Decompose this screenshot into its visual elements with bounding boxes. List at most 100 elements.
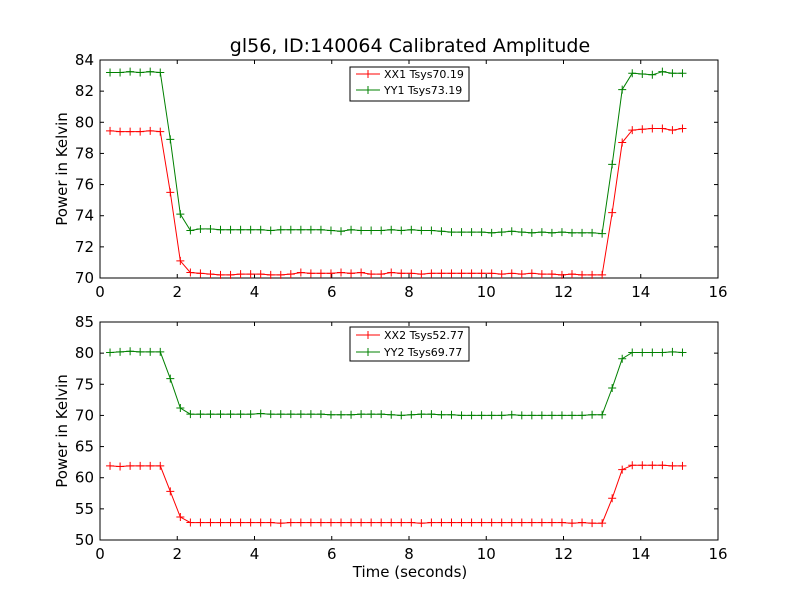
top-point-xx1-39	[497, 270, 506, 279]
top-point-yy1-40	[507, 227, 516, 236]
bot-x-tick-label-10: 10	[477, 545, 496, 563]
top-point-xx1-17	[276, 270, 285, 279]
top-point-xx1-46	[567, 270, 576, 279]
bot-y-tick-label-65: 65	[75, 438, 94, 456]
top-y-tick-label-72: 72	[75, 238, 94, 256]
bot-point-xx2-20	[306, 518, 315, 527]
bot-y-tick-label-50: 50	[75, 531, 94, 549]
top-point-yy1-35	[457, 228, 466, 237]
bot-point-yy2-25	[357, 410, 366, 419]
top-point-xx1-6	[166, 188, 175, 197]
top-point-xx1-32	[427, 269, 436, 278]
top-axis-ticks: 0 2 4 6 8 10 12 14 16 70 72 74 76 78 80 82 84	[75, 51, 728, 301]
top-point-yy1-49	[598, 229, 607, 238]
bot-point-xx2-55	[658, 461, 667, 470]
top-point-yy1-4	[146, 67, 155, 76]
top-point-xx1-13	[236, 270, 245, 279]
bot-point-xx2-28	[387, 518, 396, 527]
bot-point-yy2-16	[266, 410, 275, 419]
top-point-yy1-11	[216, 225, 225, 234]
top-point-yy1-10	[206, 224, 215, 233]
bottom-series-layer	[106, 347, 687, 528]
bot-point-xx2-5	[156, 461, 165, 470]
bot-point-yy2-52	[628, 348, 637, 357]
bot-point-yy2-13	[236, 410, 245, 419]
top-x-tick-label-2: 2	[172, 283, 182, 301]
top-point-xx1-43	[537, 270, 546, 279]
top-point-yy1-43	[537, 228, 546, 237]
bot-point-xx2-31	[417, 519, 426, 528]
top-point-xx1-21	[316, 269, 325, 278]
chart-bottom: 0 2 4 6 8 10 12 14 16 50 55 60 65 70 75 80 85 Power in K…	[53, 313, 728, 581]
top-point-yy1-27	[377, 226, 386, 235]
top-point-xx1-9	[196, 269, 205, 278]
bot-point-xx2-22	[326, 518, 335, 527]
bot-point-yy2-44	[547, 411, 556, 420]
bot-point-xx2-8	[186, 518, 195, 527]
bot-point-yy2-7	[176, 403, 185, 412]
bot-point-xx2-23	[337, 518, 346, 527]
bot-point-xx2-51	[618, 465, 627, 474]
top-point-yy1-12	[226, 225, 235, 234]
bottom-axis-ticks: 0 2 4 6 8 10 12 14 16 50 55 60 65 70 75 80 85	[75, 313, 728, 563]
top-legend-box	[349, 66, 470, 102]
bot-point-yy2-53	[638, 348, 647, 357]
bot-point-yy2-38	[487, 411, 496, 420]
bot-point-yy2-23	[337, 410, 346, 419]
bot-point-yy2-47	[578, 411, 587, 420]
top-x-tick-label-0: 0	[95, 283, 105, 301]
top-point-xx1-29	[397, 269, 406, 278]
top-point-xx1-19	[296, 268, 305, 277]
bot-point-xx2-44	[547, 518, 556, 527]
bot-y-tick-label-80: 80	[75, 344, 94, 362]
top-x-tick-label-12: 12	[554, 283, 573, 301]
bot-series-line-yy2	[109, 350, 683, 416]
bot-point-xx2-56	[668, 461, 677, 470]
top-point-yy1-54	[648, 70, 657, 79]
bot-point-yy2-26	[367, 410, 376, 419]
top-series-layer	[106, 67, 687, 279]
bot-point-yy2-8	[186, 410, 195, 419]
bot-point-yy2-51	[618, 354, 627, 363]
bot-point-xx2-7	[176, 512, 185, 521]
top-x-tick-label-6: 6	[327, 283, 337, 301]
bottom-legend-label-xx2: XX2 Tsys52.77	[384, 329, 464, 342]
bottom-legend-marker-xx2	[364, 331, 372, 339]
bottom-legend-marker-yy2	[364, 348, 372, 356]
top-point-xx1-47	[578, 270, 587, 279]
bottom-legend-box	[349, 326, 470, 362]
bot-point-xx2-19	[296, 518, 305, 527]
bot-y-tick-label-70: 70	[75, 406, 94, 424]
top-point-yy1-20	[306, 225, 315, 234]
bot-point-yy2-31	[417, 410, 426, 419]
bot-point-xx2-16	[266, 518, 275, 527]
bot-point-xx2-26	[367, 518, 376, 527]
top-point-yy1-3	[136, 68, 145, 77]
top-point-yy1-8	[186, 226, 195, 235]
top-point-xx1-5	[156, 127, 165, 136]
top-point-yy1-31	[417, 226, 426, 235]
bot-point-xx2-36	[467, 518, 476, 527]
bot-point-xx2-54	[648, 461, 657, 470]
top-x-tick-label-14: 14	[631, 283, 650, 301]
top-x-tick-label-8: 8	[404, 283, 414, 301]
top-point-xx1-41	[517, 270, 526, 279]
top-y-tick-label-70: 70	[75, 269, 94, 287]
top-point-xx1-8	[186, 268, 195, 277]
top-point-yy1-21	[316, 225, 325, 234]
top-point-yy1-57	[678, 69, 687, 78]
top-point-yy1-18	[286, 225, 295, 234]
bot-point-xx2-11	[216, 518, 225, 527]
bot-point-xx2-1	[116, 462, 125, 471]
bot-point-yy2-32	[427, 410, 436, 419]
bot-point-xx2-17	[276, 519, 285, 528]
bot-x-tick-label-16: 16	[708, 545, 727, 563]
top-point-xx1-16	[266, 270, 275, 279]
top-point-xx1-25	[357, 268, 366, 277]
bot-point-yy2-17	[276, 410, 285, 419]
bot-point-yy2-20	[306, 410, 315, 419]
top-point-xx1-0	[106, 126, 115, 135]
top-point-xx1-2	[126, 127, 135, 136]
bot-point-xx2-40	[507, 518, 516, 527]
bot-point-yy2-54	[648, 348, 657, 357]
